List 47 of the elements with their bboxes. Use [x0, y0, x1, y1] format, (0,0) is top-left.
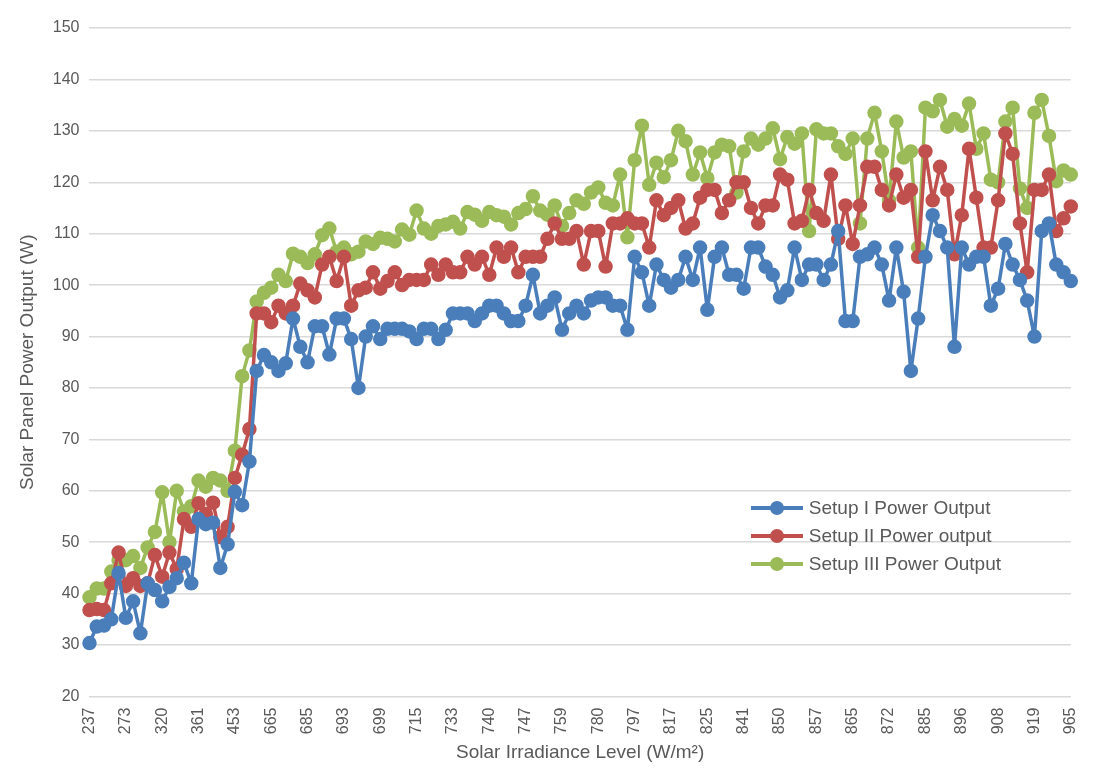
y-tick-label: 140 [52, 69, 80, 87]
x-tick-label: 320 [152, 707, 170, 735]
x-tick-label: 919 [1024, 707, 1042, 735]
legend-label: Setup II Power output [808, 524, 992, 547]
y-tick-label: 130 [52, 121, 80, 139]
x-tick-label: 857 [806, 707, 824, 735]
x-tick-label: 237 [79, 707, 97, 735]
y-tick-label: 20 [61, 686, 80, 704]
x-tick-label: 797 [625, 707, 643, 735]
x-tick-label: 715 [407, 707, 424, 735]
x-tick-label: 872 [879, 707, 897, 735]
x-tick-label: 273 [116, 707, 134, 735]
x-axis-title: Solar Irradiance Level (W/m²) [456, 740, 705, 762]
x-tick-label: 896 [952, 707, 970, 735]
x-tick-label: 825 [697, 707, 715, 735]
x-tick-label: 453 [225, 707, 243, 735]
x-tick-label: 850 [770, 707, 788, 735]
legend-label: Setup I Power Output [808, 496, 991, 519]
y-tick-label: 100 [52, 275, 80, 293]
x-tick-label: 747 [516, 707, 534, 735]
x-tick-label: 361 [188, 707, 206, 735]
x-tick-label: 693 [334, 707, 352, 735]
y-tick-label: 50 [61, 532, 80, 550]
x-tick-label: 817 [661, 707, 679, 735]
y-tick-label: 80 [61, 378, 80, 396]
y-tick-label: 150 [52, 18, 80, 36]
y-tick-label: 30 [61, 635, 80, 653]
x-tick-label: 665 [261, 707, 279, 735]
y-tick-label: 70 [61, 429, 80, 447]
x-tick-label: 759 [552, 707, 570, 735]
x-tick-label: 885 [915, 707, 933, 735]
x-tick-label: 740 [479, 707, 497, 735]
x-tick-label: 841 [734, 707, 752, 735]
x-tick-label: 865 [843, 707, 861, 735]
x-tick-label: 733 [443, 707, 461, 735]
y-tick-label: 60 [61, 481, 80, 499]
x-tick-label: 965 [1061, 707, 1079, 735]
y-tick-label: 90 [61, 326, 80, 344]
y-tick-label: 40 [61, 584, 80, 602]
y-tick-label: 120 [52, 172, 80, 190]
y-axis-title: Solar Panel Power Output (W) [15, 234, 37, 491]
y-tick-label: 110 [53, 224, 80, 242]
x-tick-label: 780 [588, 707, 606, 735]
x-tick-label: 685 [297, 707, 315, 735]
legend-label: Setup III Power Output [808, 552, 1002, 575]
x-tick-label: 908 [988, 707, 1006, 735]
x-tick-label: 699 [370, 707, 388, 735]
